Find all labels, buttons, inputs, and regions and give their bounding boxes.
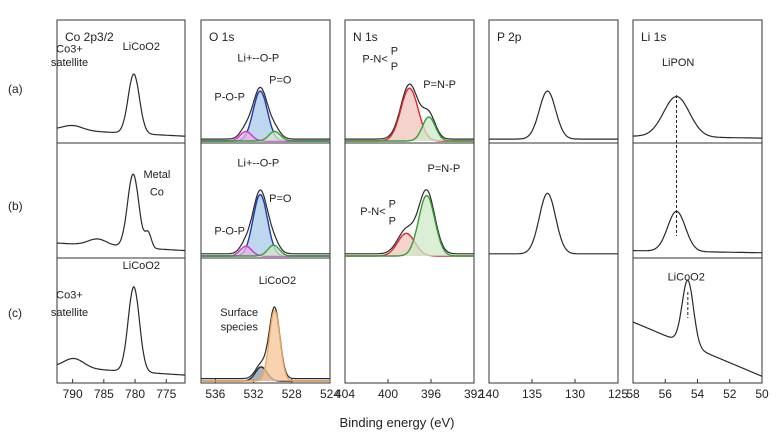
peak-annotation: P-N< — [362, 53, 387, 65]
peak-annotation: LiCoO2 — [668, 272, 705, 284]
panel-title: N 1s — [353, 30, 378, 44]
x-tick-label: 528 — [282, 387, 302, 401]
x-tick-label: 140 — [479, 387, 499, 401]
spectrum-curve — [56, 73, 185, 137]
x-tick-label: 125 — [608, 387, 628, 401]
panel-frame — [56, 19, 186, 384]
peak-annotation: P-N< — [360, 206, 385, 218]
peak-annotation: LiCoO2 — [123, 260, 160, 272]
panel-title: O 1s — [209, 30, 234, 44]
panel-column-3: P 2p 140 135 130 125 — [479, 19, 628, 401]
x-tick-label: 135 — [522, 387, 542, 401]
panel-column-4: Li 1s 58 56 54 52 50 LiPON LiCoO2 — [626, 19, 769, 401]
peak-annotation: P=O — [269, 193, 292, 205]
peak-annotation: P — [389, 198, 396, 210]
peak-annotation: Co3+ — [56, 44, 83, 56]
x-tick-label: 58 — [626, 387, 640, 401]
peak-annotation: P=O — [269, 74, 292, 86]
peak-annotation: Surface — [220, 307, 258, 319]
component-curve — [201, 130, 330, 142]
x-tick-label: 775 — [156, 387, 176, 401]
x-tick-label: 532 — [244, 387, 264, 401]
x-tick-label: 404 — [335, 387, 355, 401]
spectrum-curve — [201, 189, 330, 255]
row-label-b: (b) — [8, 199, 23, 213]
x-tick-label: 785 — [94, 387, 114, 401]
x-tick-label: 50 — [755, 387, 769, 401]
panel-frame — [200, 19, 331, 384]
component-fill — [201, 194, 330, 256]
peak-annotation: P — [391, 46, 398, 58]
spectrum-curve — [201, 86, 330, 140]
component-curve — [201, 309, 330, 382]
peak-annotation: Co3+ — [56, 289, 83, 301]
component-curve — [345, 194, 474, 257]
peak-annotation: LiCoO2 — [259, 275, 296, 287]
panel-frame — [632, 19, 763, 384]
x-tick-label: 400 — [378, 387, 398, 401]
x-tick-label: 396 — [421, 387, 441, 401]
peak-annotation: P — [391, 61, 398, 73]
panel-title: P 2p — [497, 30, 522, 44]
peak-annotation: P-O-P — [214, 92, 245, 104]
x-tick-label: 392 — [464, 387, 484, 401]
panel-column-1: O 1s 536 532 528 524 Li+--O-P P-O-P P=O Li+--O-P… — [200, 19, 340, 401]
peak-annotation: LiPON — [662, 57, 694, 69]
x-axis-label: Binding energy (eV) — [340, 415, 455, 430]
spectrum-curve — [489, 192, 618, 255]
spectrum-curve — [633, 210, 763, 254]
component-fill — [201, 245, 330, 256]
spectrum-curve — [489, 90, 618, 140]
peak-annotation: Co — [150, 187, 164, 199]
component-fill — [201, 91, 330, 141]
panel-title: Co 2p3/2 — [65, 30, 114, 44]
peak-annotation: Metal — [143, 169, 170, 181]
component-curve — [345, 116, 474, 142]
x-tick-label: 52 — [723, 387, 737, 401]
spectrum-curve — [632, 279, 763, 377]
x-tick-label: 54 — [691, 387, 705, 401]
panel-frame — [488, 19, 619, 384]
x-tick-label: 130 — [565, 387, 585, 401]
row-label-c: (c) — [8, 306, 22, 320]
x-tick-label: 56 — [659, 387, 673, 401]
peak-annotation: satellite — [51, 307, 88, 319]
panel-title: Li 1s — [641, 30, 666, 44]
x-tick-label: 536 — [205, 387, 225, 401]
peak-annotation: P=N-P — [423, 79, 456, 91]
peak-annotation: Li+--O-P — [237, 52, 279, 64]
x-tick-label: 790 — [63, 387, 83, 401]
peak-annotation: satellite — [51, 57, 88, 69]
peak-annotation: species — [221, 321, 259, 333]
x-tick-label: 780 — [125, 387, 145, 401]
spectrum-curve — [201, 306, 330, 380]
component-fill — [345, 233, 474, 256]
peak-annotation: P — [389, 216, 396, 228]
peak-annotation: P=N-P — [428, 163, 461, 175]
peak-annotation: P-O-P — [214, 225, 245, 237]
spectrum-curve — [56, 173, 185, 252]
component-curve — [201, 244, 330, 257]
x-tick-label: 524 — [320, 387, 340, 401]
component-fill — [345, 88, 474, 141]
row-label-a: (a) — [8, 82, 23, 96]
peak-annotation: Li+--O-P — [237, 157, 279, 169]
spectrum-curve — [56, 285, 185, 376]
spectrum-curve — [345, 83, 474, 140]
panel-frame — [344, 19, 475, 384]
spectrum-curve — [632, 95, 762, 139]
peak-annotation: LiCoO2 — [123, 41, 160, 53]
spectrum-curve — [345, 189, 474, 255]
